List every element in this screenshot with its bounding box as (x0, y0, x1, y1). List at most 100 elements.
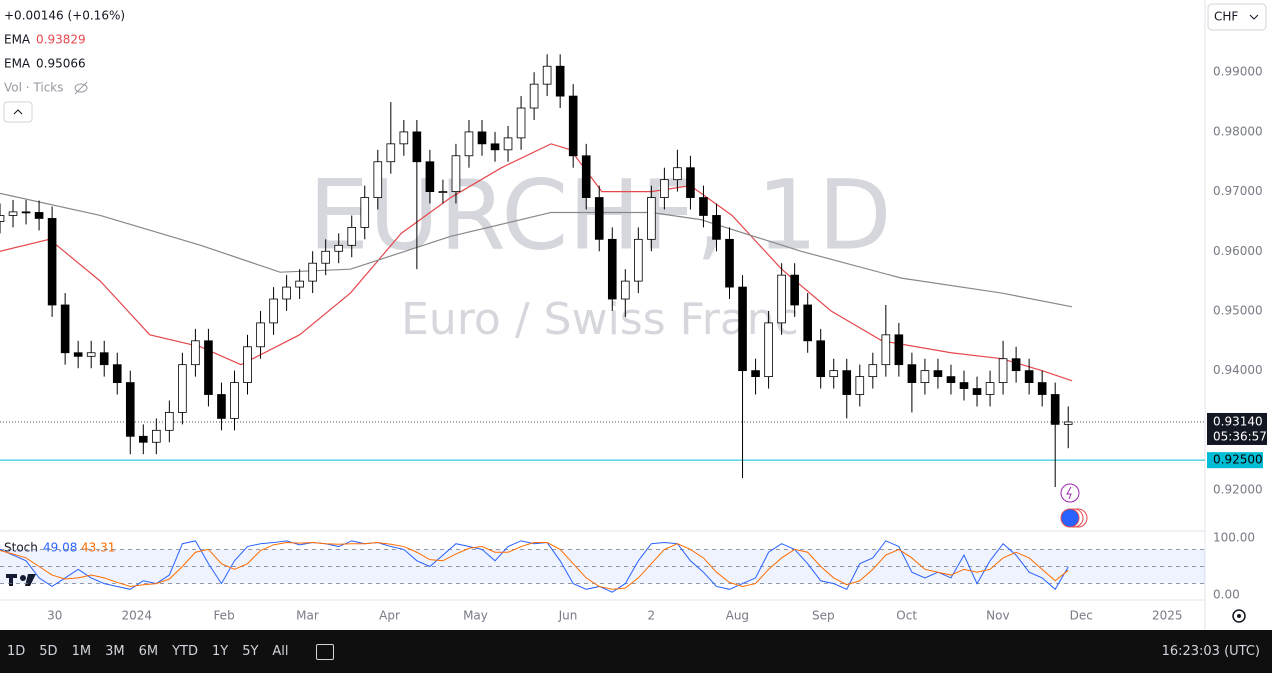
candle-body (138, 435, 148, 443)
volume-label: Vol · Ticks (4, 81, 64, 95)
candle-body (542, 65, 552, 85)
candle-body (477, 131, 487, 145)
candle-body (803, 304, 812, 342)
timeframe-button[interactable]: YTD (172, 644, 198, 659)
last-price-label: 0.93140 (1213, 414, 1263, 428)
level-tag-label: 0.92500 (1213, 453, 1263, 467)
stoch-tick-label: 100.00 (1213, 531, 1255, 545)
candle-body (269, 298, 278, 324)
candle-body (360, 197, 370, 228)
y-tick-label: 0.96000 (1213, 244, 1263, 258)
ema-name: EMA (4, 57, 31, 71)
stoch-line (0, 542, 1069, 590)
x-tick-label: Aug (726, 609, 749, 623)
x-tick-label: Sep (812, 609, 835, 623)
chart: EURCHF, 1D Euro / Swiss Franc CHF +0.001… (0, 0, 1267, 630)
stoch-line (0, 540, 1069, 593)
candle-body (594, 197, 604, 240)
collapse-button[interactable] (3, 101, 33, 123)
clock: 16:23:03 (UTC) (1161, 644, 1260, 659)
stoch-name: Stoch (4, 541, 38, 555)
candle-body (21, 211, 31, 214)
timeframe-button[interactable]: All (272, 644, 289, 659)
stoch-k-value: 49.08 (43, 541, 77, 555)
candle-body (60, 304, 70, 354)
candle-body (699, 197, 708, 216)
candle-body (412, 131, 422, 163)
price-change: +0.00146 (+0.16%) (4, 9, 125, 23)
candle-body (165, 412, 174, 431)
candle-body (256, 322, 265, 348)
candle-body (555, 65, 565, 97)
settings-icon[interactable] (1232, 609, 1246, 623)
x-tick-label: Apr (379, 609, 400, 623)
x-tick-label: 2024 (122, 609, 153, 623)
currency[interactable]: CHF (1214, 10, 1238, 24)
candle-body (308, 262, 317, 282)
collapse-caret (13, 109, 23, 115)
x-tick-label: 30 (47, 609, 62, 623)
x-tick-label: 2025 (1152, 609, 1183, 623)
candle-body (464, 131, 474, 157)
candle-body (321, 250, 330, 264)
last-price-tag (1207, 412, 1267, 445)
candle-body (217, 394, 226, 419)
x-tick-label: Nov (986, 609, 1009, 623)
candle-body (647, 197, 656, 240)
candle-body (47, 218, 57, 306)
candle-body (191, 340, 200, 366)
candle-body (282, 286, 291, 300)
candle-body (959, 382, 969, 389)
candle-body (920, 370, 930, 383)
stoch-band (0, 549, 1205, 584)
event-icons[interactable] (1060, 483, 1088, 528)
candle-body (1050, 394, 1060, 425)
candle-body (243, 346, 252, 383)
candle-body (855, 376, 865, 395)
y-tick-label: 0.94000 (1213, 363, 1263, 377)
candle-body (204, 340, 213, 395)
candle-body (686, 167, 695, 198)
currency-caret (1249, 14, 1259, 20)
candle-body (373, 161, 383, 198)
candle-body (451, 155, 461, 192)
candle-body (86, 352, 96, 357)
y-tick-label: 0.99000 (1213, 65, 1263, 79)
x-tick-label: Jun (558, 609, 578, 623)
candle-body (152, 429, 161, 443)
candle-body (738, 286, 747, 372)
candle-body (347, 226, 357, 246)
hidden-icon[interactable] (74, 81, 88, 95)
candle-body (73, 352, 83, 357)
candle-body (816, 340, 826, 378)
candle-body (8, 211, 18, 216)
timeframe-button[interactable]: 5D (39, 644, 58, 659)
candle-body (386, 143, 396, 163)
candle-body (673, 167, 682, 181)
timeframe-button[interactable]: 5Y (242, 644, 259, 659)
candle-body (581, 155, 591, 198)
timeframe-button[interactable]: 1D (7, 644, 26, 659)
candle-body (868, 364, 878, 378)
candle-body (907, 364, 917, 383)
timeframe-button[interactable]: 6M (138, 644, 159, 659)
timeframe-button[interactable]: 3M (105, 644, 125, 659)
candle-body (516, 107, 526, 139)
date-range-icon[interactable] (315, 643, 334, 660)
candle-body (125, 382, 135, 437)
candle-body (620, 280, 630, 300)
candle-body (1037, 382, 1047, 395)
candle-body (790, 274, 799, 306)
candle-body (34, 212, 44, 219)
timeframe-button[interactable]: 1Y (211, 644, 229, 659)
currency-button[interactable] (1207, 3, 1267, 31)
timeframe-button[interactable]: 1M (71, 644, 92, 659)
logo (6, 574, 36, 586)
candle-body (230, 382, 239, 419)
countdown: 05:36:57 (1213, 429, 1267, 443)
candle-body (490, 143, 500, 151)
stoch-d-value: 43.31 (81, 541, 115, 555)
candle-body (998, 358, 1008, 383)
candle-body (178, 364, 187, 413)
